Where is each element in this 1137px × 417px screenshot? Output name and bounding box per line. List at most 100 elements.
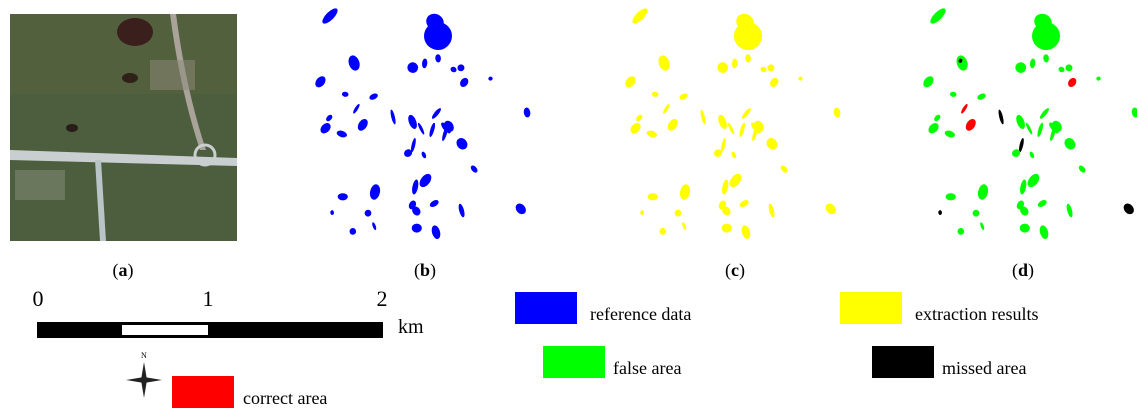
patch (368, 92, 378, 101)
patch (435, 54, 441, 63)
map-panel (313, 6, 531, 240)
patch (1037, 199, 1048, 209)
patch (678, 92, 688, 101)
patch (768, 76, 780, 88)
patch (412, 224, 422, 233)
patch (630, 6, 650, 26)
map-panel (921, 6, 1137, 240)
caption-c: (c) (725, 260, 745, 281)
patch (732, 58, 738, 68)
patch (1030, 58, 1036, 68)
page: (a) (b) (c) (d) 0 1 2 km N reference dat… (0, 0, 1137, 417)
patch (722, 224, 732, 233)
scale-unit: km (398, 316, 424, 338)
patch (760, 66, 768, 74)
paren: ) (128, 260, 134, 281)
patch (389, 109, 396, 125)
patch (798, 76, 803, 81)
patch (635, 114, 644, 123)
patch (1096, 76, 1101, 81)
patch (972, 209, 981, 218)
patch (406, 61, 420, 75)
patch (1014, 61, 1028, 75)
patch (318, 121, 332, 135)
patch (1131, 107, 1137, 118)
letter: a (119, 260, 128, 280)
patch (659, 228, 666, 235)
patch (960, 103, 969, 114)
patch (652, 91, 659, 97)
patch (824, 202, 838, 217)
patch (429, 199, 440, 209)
north-arrow: N (126, 351, 162, 398)
patch (1058, 66, 1066, 74)
patch (946, 193, 956, 200)
patch (679, 183, 692, 200)
patch (371, 222, 377, 231)
map-panel (623, 6, 841, 240)
patch (657, 54, 672, 72)
patch (1077, 164, 1086, 174)
patch (623, 74, 637, 89)
letter: d (1018, 260, 1028, 280)
patch (921, 74, 935, 89)
patch (628, 121, 642, 135)
patch (417, 122, 425, 135)
letter: c (731, 260, 739, 280)
patch (1065, 203, 1073, 218)
patch (421, 151, 427, 159)
patch (411, 179, 419, 195)
patch (933, 114, 942, 123)
patch (488, 76, 493, 81)
satellite-image (10, 14, 237, 241)
patch (342, 91, 349, 97)
paren: ) (1028, 260, 1034, 281)
patch (356, 117, 370, 132)
scale-label: 1 (203, 286, 214, 311)
patch (369, 183, 382, 200)
legend: reference data extraction results false ar… (172, 292, 1038, 408)
scale-bar: 0 1 2 km (33, 286, 425, 338)
patch (928, 6, 948, 26)
patch (666, 117, 680, 132)
legend-swatch (543, 346, 605, 378)
patch (976, 92, 986, 101)
patch (739, 199, 750, 209)
maps (313, 6, 1137, 240)
scale-label: 0 (33, 286, 44, 311)
patch (833, 107, 841, 118)
legend-label: reference data (590, 304, 691, 324)
village (150, 60, 195, 90)
patch (454, 136, 469, 152)
figure: (a) (b) (c) (d) 0 1 2 km N reference dat… (0, 0, 1137, 417)
caption-a: (a) (113, 260, 134, 281)
patch (681, 222, 687, 231)
legend-swatch (172, 376, 234, 408)
patch (336, 129, 348, 138)
patch (338, 193, 348, 200)
caption-d: (d) (1012, 260, 1034, 281)
patch (457, 64, 464, 71)
legend-label: false area (613, 358, 681, 378)
patch (779, 164, 788, 174)
paren: ) (739, 260, 745, 281)
patch (646, 129, 658, 138)
patch (957, 228, 964, 235)
patch (662, 103, 671, 114)
patch (1025, 172, 1041, 190)
patch (469, 164, 478, 174)
patch (716, 61, 730, 75)
patch (1038, 224, 1050, 240)
patch (950, 91, 957, 97)
legend-label: extraction results (915, 304, 1038, 324)
patch (352, 103, 361, 114)
scale-bar-segment (122, 325, 208, 335)
patch (1025, 122, 1033, 135)
patch (977, 183, 990, 200)
caption-b: (b) (414, 260, 436, 281)
patch (964, 117, 978, 132)
patch (1066, 76, 1078, 88)
patch (1122, 202, 1136, 217)
patch (699, 109, 706, 125)
patch (1043, 54, 1049, 63)
